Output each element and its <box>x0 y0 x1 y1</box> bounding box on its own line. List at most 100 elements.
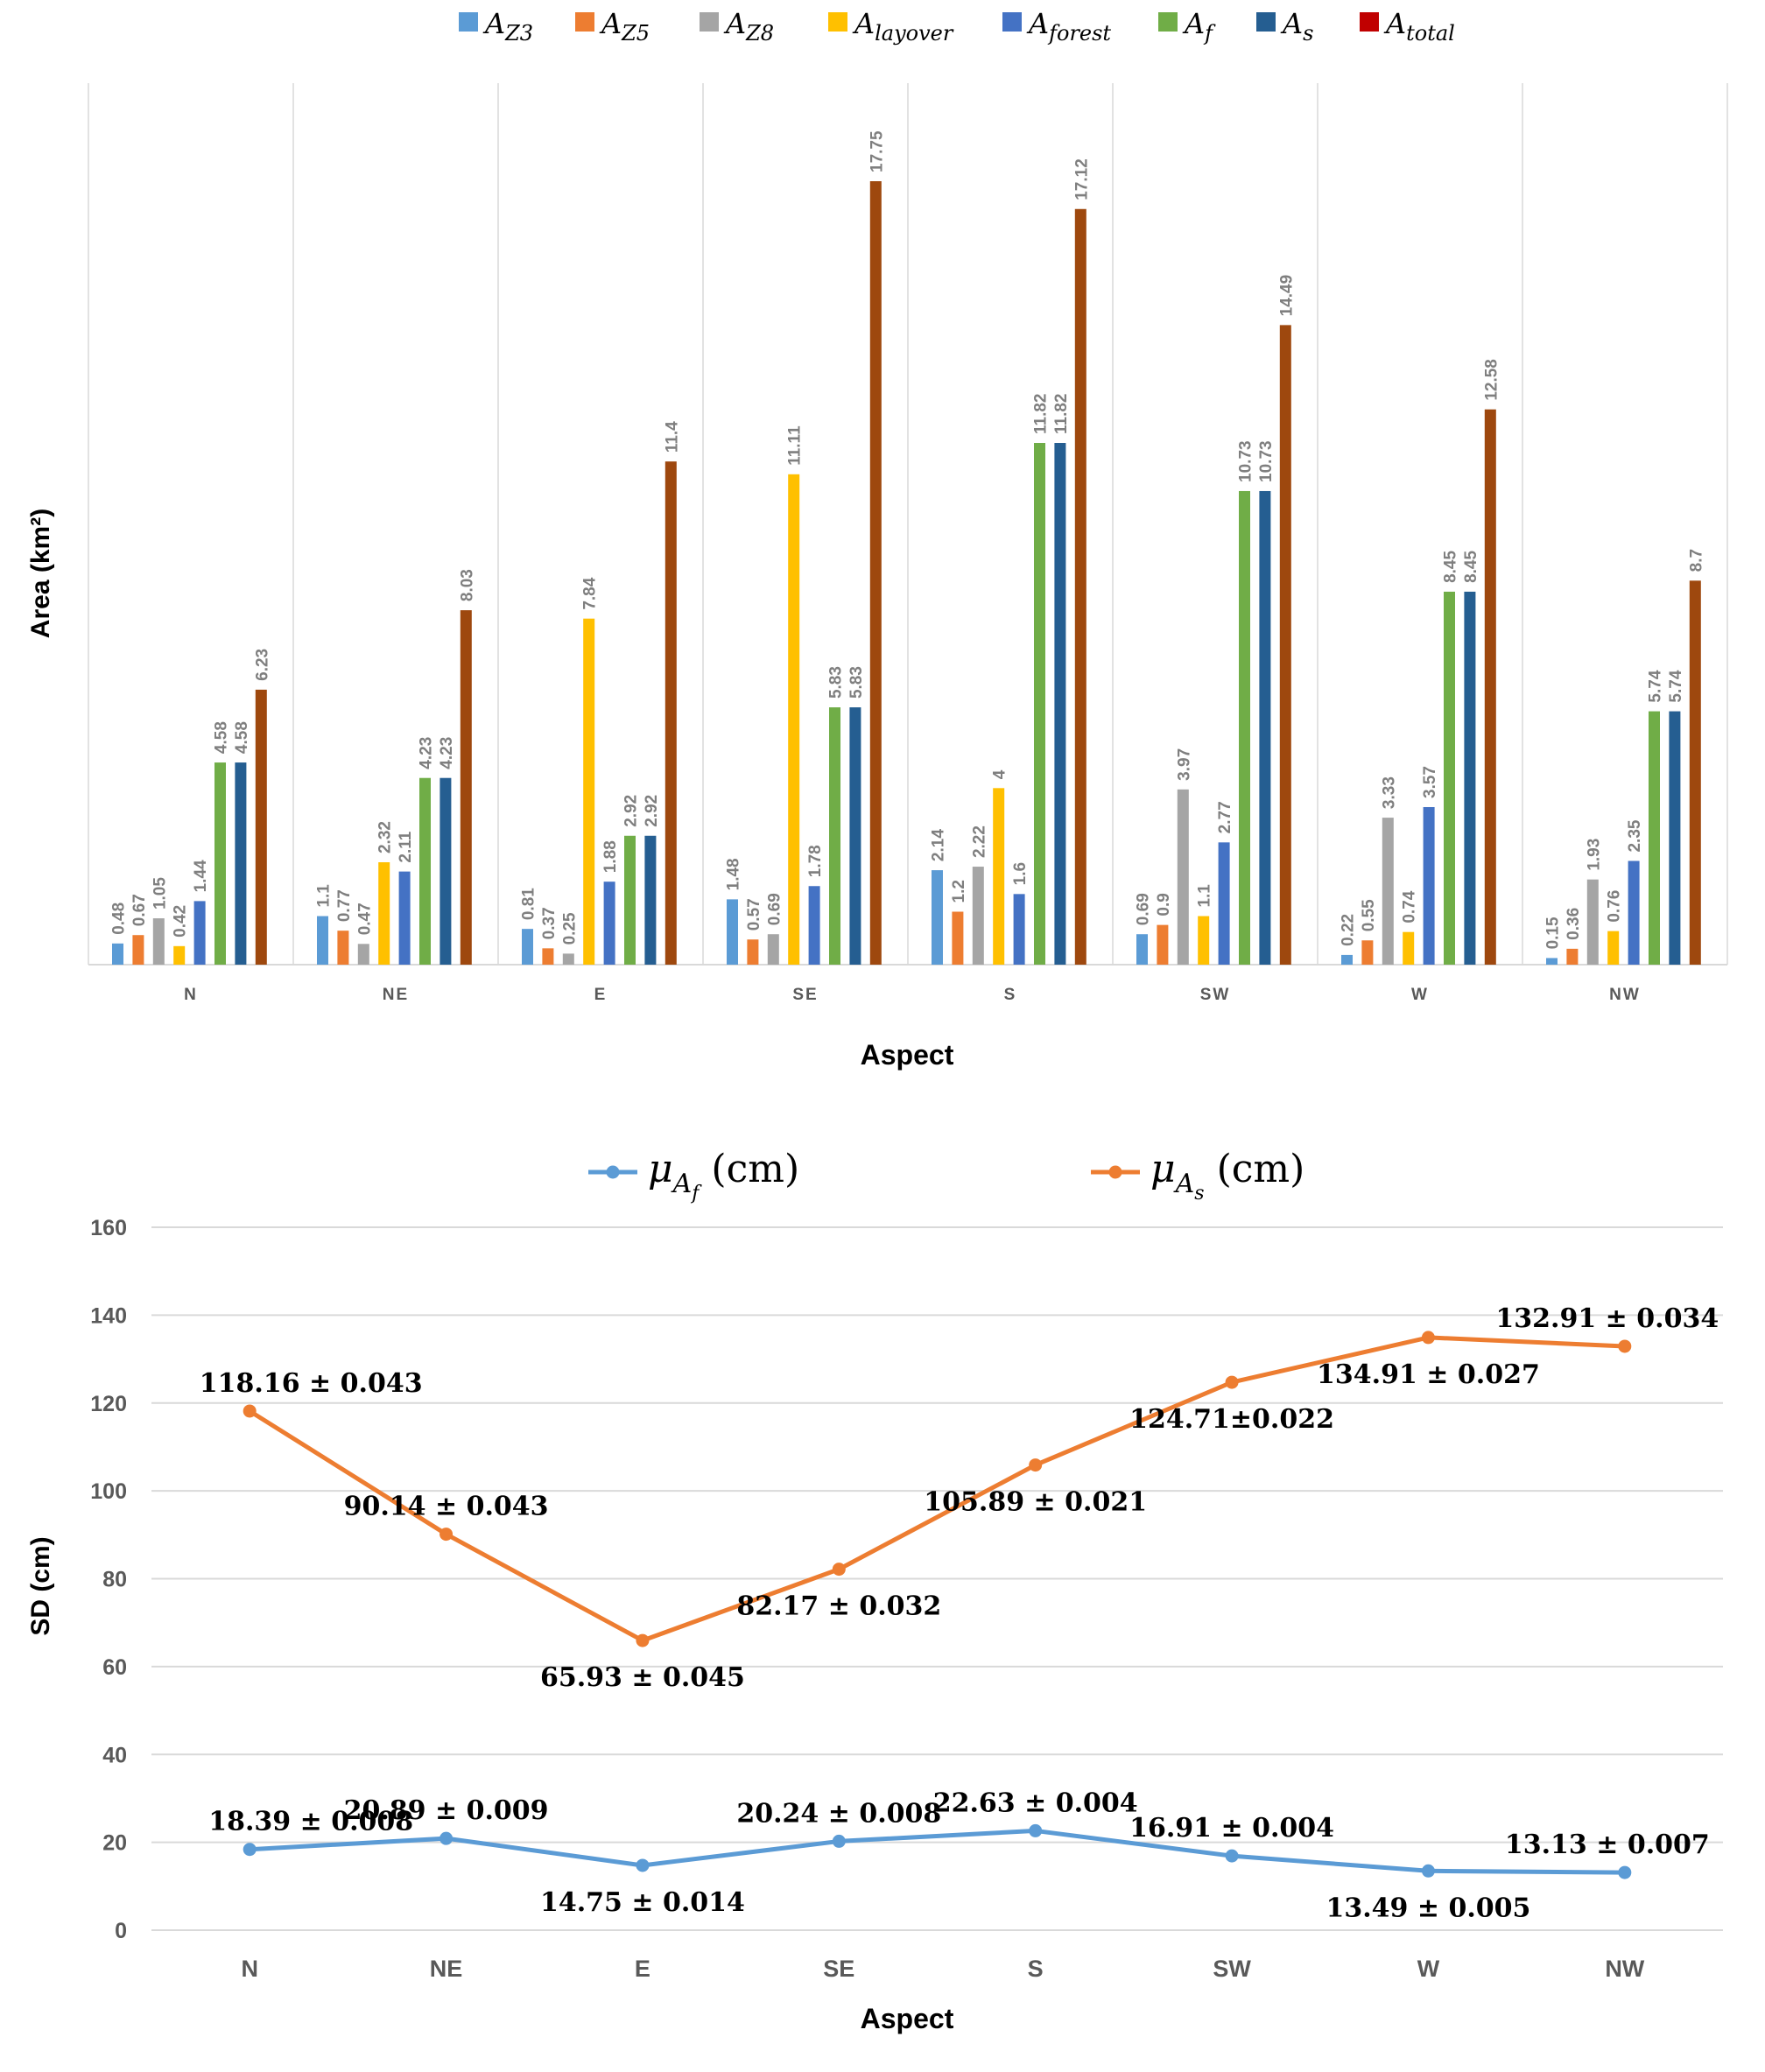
bar-value-label: 0.67 <box>130 894 149 926</box>
line-chart-x-tick-label: N <box>241 1956 258 1982</box>
bar-value-label: 8.03 <box>458 569 476 601</box>
bar-value-label: 2.92 <box>643 795 661 827</box>
bar-value-label: 2.35 <box>1626 819 1644 852</box>
data-label: 82.17 ± 0.032 <box>736 1591 941 1622</box>
bar-value-label: 1.78 <box>806 845 825 877</box>
bar <box>1546 958 1558 965</box>
data-label: 14.75 ± 0.014 <box>540 1887 745 1918</box>
bar-value-label: 5.74 <box>1647 670 1665 702</box>
bar <box>562 953 574 965</box>
legend-swatch <box>459 12 478 32</box>
bar-value-label: 10.73 <box>1237 440 1255 482</box>
bar <box>747 939 759 965</box>
bar-value-label: 5.83 <box>827 666 846 699</box>
bar-value-label: 1.1 <box>315 884 334 908</box>
bar-value-label: 1.48 <box>725 858 743 890</box>
data-point <box>832 1563 846 1577</box>
legend-swatch <box>1002 12 1022 32</box>
legend-swatch <box>1158 12 1178 32</box>
bar-value-label: 14.49 <box>1277 275 1296 317</box>
bar-value-label: 0.25 <box>560 912 579 945</box>
bar <box>235 762 247 965</box>
bar-value-label: 2.92 <box>622 795 641 827</box>
line-chart-y-tick-label: 100 <box>90 1479 127 1504</box>
legend-entry: Alayover <box>852 7 954 46</box>
bar <box>1279 325 1291 966</box>
data-label: 118.16 ± 0.043 <box>200 1368 423 1399</box>
bar-chart-x-tick-label: SW <box>1200 986 1231 1004</box>
bar <box>972 867 984 965</box>
bar <box>727 899 738 965</box>
data-point <box>243 1404 257 1418</box>
line-chart-x-tick-label: E <box>635 1956 650 1982</box>
bar <box>1034 443 1045 966</box>
bar <box>398 871 411 965</box>
data-label: 65.93 ± 0.045 <box>540 1662 745 1693</box>
data-label: 90.14 ± 0.043 <box>344 1492 549 1522</box>
bar-chart-x-tick-label: NE <box>383 986 409 1004</box>
bar <box>952 911 964 965</box>
bar-value-label: 2.11 <box>397 831 415 862</box>
legend-swatch <box>1256 12 1276 32</box>
bar-value-label: 1.1 <box>1196 884 1214 908</box>
bar <box>583 618 595 965</box>
bar-chart-x-tick-label: SE <box>792 986 818 1004</box>
bar-value-label: 1.2 <box>950 880 968 903</box>
bar-value-label: 10.73 <box>1257 440 1276 482</box>
bar-value-label: 0.9 <box>1155 893 1173 916</box>
bar <box>993 788 1005 965</box>
bar-value-label: 3.57 <box>1421 766 1439 798</box>
bar-value-label: 0.74 <box>1401 890 1419 923</box>
bar <box>337 931 349 965</box>
data-label: 16.91 ± 0.004 <box>1129 1813 1334 1844</box>
data-point <box>439 1831 454 1845</box>
data-label: 105.89 ± 0.021 <box>924 1487 1147 1518</box>
bar <box>1218 842 1230 965</box>
line-chart-x-tick-label: NE <box>430 1956 463 1982</box>
legend-marker <box>1108 1165 1122 1179</box>
data-label: 132.91 ± 0.034 <box>1495 1303 1719 1334</box>
data-point <box>439 1528 454 1542</box>
legend-entry: AZ8 <box>723 7 774 46</box>
legend-entry: Aforest <box>1026 7 1111 46</box>
bar-value-label: 5.74 <box>1667 670 1685 702</box>
bar-value-label: 8.45 <box>1462 551 1480 583</box>
bar <box>788 474 800 965</box>
bar <box>932 870 943 965</box>
bar-value-label: 0.55 <box>1360 899 1378 931</box>
data-point <box>1029 1458 1043 1472</box>
data-label: 124.71±0.022 <box>1129 1404 1334 1435</box>
bar <box>1423 806 1435 965</box>
bar-value-label: 2.32 <box>376 821 395 853</box>
series-line <box>250 1828 1625 1875</box>
bar-value-label: 4.23 <box>438 737 456 769</box>
bar <box>1382 818 1394 965</box>
bar <box>255 689 267 965</box>
bar-chart-legend: AZ3 AZ5 AZ8 Alayover Aforest Af As Atotal <box>459 7 1455 46</box>
bar <box>1136 934 1148 965</box>
bar-value-label: 0.57 <box>745 898 763 931</box>
bar-chart-x-tick-label: W <box>1411 986 1429 1004</box>
bar <box>1566 948 1579 965</box>
bar-value-label: 1.6 <box>1011 862 1030 885</box>
line-chart-x-axis-title: Aspect <box>861 2003 954 2034</box>
bar-chart-x-axis-title: Aspect <box>861 1039 954 1071</box>
bar-value-label: 11.11 <box>786 425 805 466</box>
bar-chart-x-tick-label: S <box>1004 986 1017 1004</box>
bar-value-label: 7.84 <box>581 577 600 609</box>
data-point <box>636 1633 650 1647</box>
bar-value-label: 0.48 <box>110 903 129 935</box>
bar-value-label: 2.14 <box>930 829 948 861</box>
bar-value-label: 1.88 <box>601 840 620 873</box>
legend-entry: Af <box>1182 7 1216 46</box>
bar-value-label: 1.93 <box>1585 839 1603 871</box>
data-point <box>832 1834 846 1848</box>
bar <box>1444 591 1455 965</box>
bar <box>522 929 533 965</box>
legend-entry: As <box>1280 7 1313 46</box>
bar-value-label: 2.77 <box>1216 801 1234 833</box>
legend-entry: Atotal <box>1383 7 1455 46</box>
bar <box>419 777 431 965</box>
bar <box>132 935 144 965</box>
